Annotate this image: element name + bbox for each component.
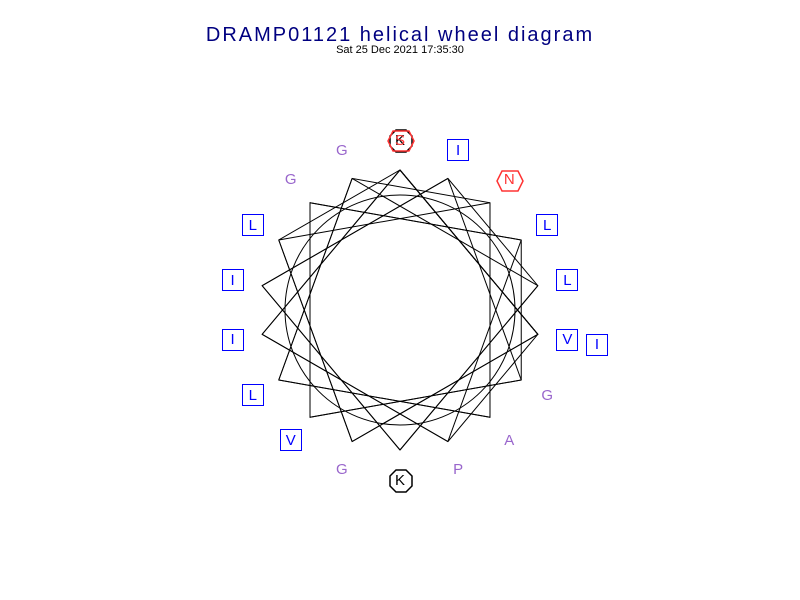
residue-9-K: K [389, 469, 411, 491]
residue-19-I: I [586, 334, 608, 356]
helical-wheel-svg [0, 0, 800, 600]
residue-2-G: G [332, 460, 352, 480]
wheel-chord [262, 334, 448, 441]
residue-8-L: L [556, 269, 578, 291]
residue-1-V: V [556, 329, 578, 351]
residue-13-V: V [280, 429, 302, 451]
wheel-circle [285, 195, 515, 425]
residue-5-A: A [499, 430, 519, 450]
residue-11-I: I [447, 139, 469, 161]
residue-15-L: L [536, 214, 558, 236]
wheel-polygon [262, 178, 538, 450]
residue-3-L: L [242, 214, 264, 236]
wheel-polygon [262, 170, 538, 442]
residue-10-I: I [222, 269, 244, 291]
residue-14-G: G [281, 170, 301, 190]
residue-16-P: P [448, 460, 468, 480]
residue-12-G: G [537, 385, 557, 405]
residue-18-S: S [387, 129, 413, 151]
residue-6-L: L [242, 384, 264, 406]
residue-4-N: N [496, 169, 522, 191]
residue-17-I: I [222, 329, 244, 351]
residue-7-G: G [332, 140, 352, 160]
